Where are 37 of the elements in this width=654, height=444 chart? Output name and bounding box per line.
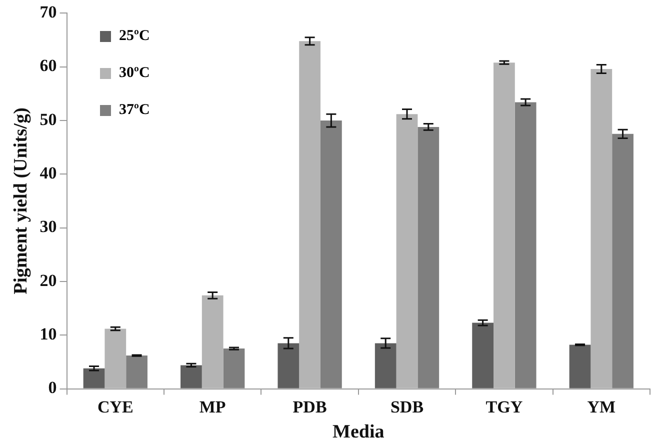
bar bbox=[472, 322, 494, 388]
bar bbox=[299, 41, 320, 388]
x-axis-title: Media bbox=[332, 422, 385, 443]
bar bbox=[278, 343, 300, 388]
y-tick-label: 0 bbox=[48, 378, 57, 398]
bar bbox=[396, 114, 418, 388]
bar bbox=[374, 343, 396, 388]
legend-label: 37ºC bbox=[119, 102, 150, 119]
y-tick-label: 30 bbox=[40, 217, 57, 236]
bar bbox=[104, 328, 126, 388]
y-tick-label: 20 bbox=[40, 270, 57, 290]
bar bbox=[494, 62, 515, 388]
y-tick-label: 10 bbox=[40, 324, 57, 344]
x-tick-label: TGY bbox=[486, 397, 523, 416]
bar bbox=[612, 134, 634, 388]
y-axis-title: Pigment yield (Units/g) bbox=[10, 108, 32, 294]
x-tick-label: CYE bbox=[97, 397, 134, 416]
bar bbox=[320, 120, 342, 388]
bar bbox=[569, 344, 591, 388]
bar bbox=[126, 356, 148, 388]
x-tick-label: SDB bbox=[390, 397, 424, 416]
bar bbox=[223, 348, 245, 388]
y-tick-label: 70 bbox=[40, 2, 57, 22]
x-tick-label: YM bbox=[587, 397, 616, 416]
legend-label: 30ºC bbox=[119, 65, 150, 82]
x-tick-label: MP bbox=[199, 397, 226, 416]
bar bbox=[418, 126, 440, 388]
bar bbox=[202, 295, 224, 388]
bar bbox=[590, 69, 612, 388]
y-tick-label: 50 bbox=[40, 110, 57, 129]
y-tick-label: 40 bbox=[40, 164, 57, 183]
legend-label: 25ºC bbox=[119, 28, 150, 45]
bar bbox=[514, 102, 536, 388]
x-tick-label: PDB bbox=[292, 397, 327, 416]
bar bbox=[180, 365, 202, 388]
bar bbox=[83, 368, 105, 388]
y-tick-label: 60 bbox=[40, 56, 57, 76]
